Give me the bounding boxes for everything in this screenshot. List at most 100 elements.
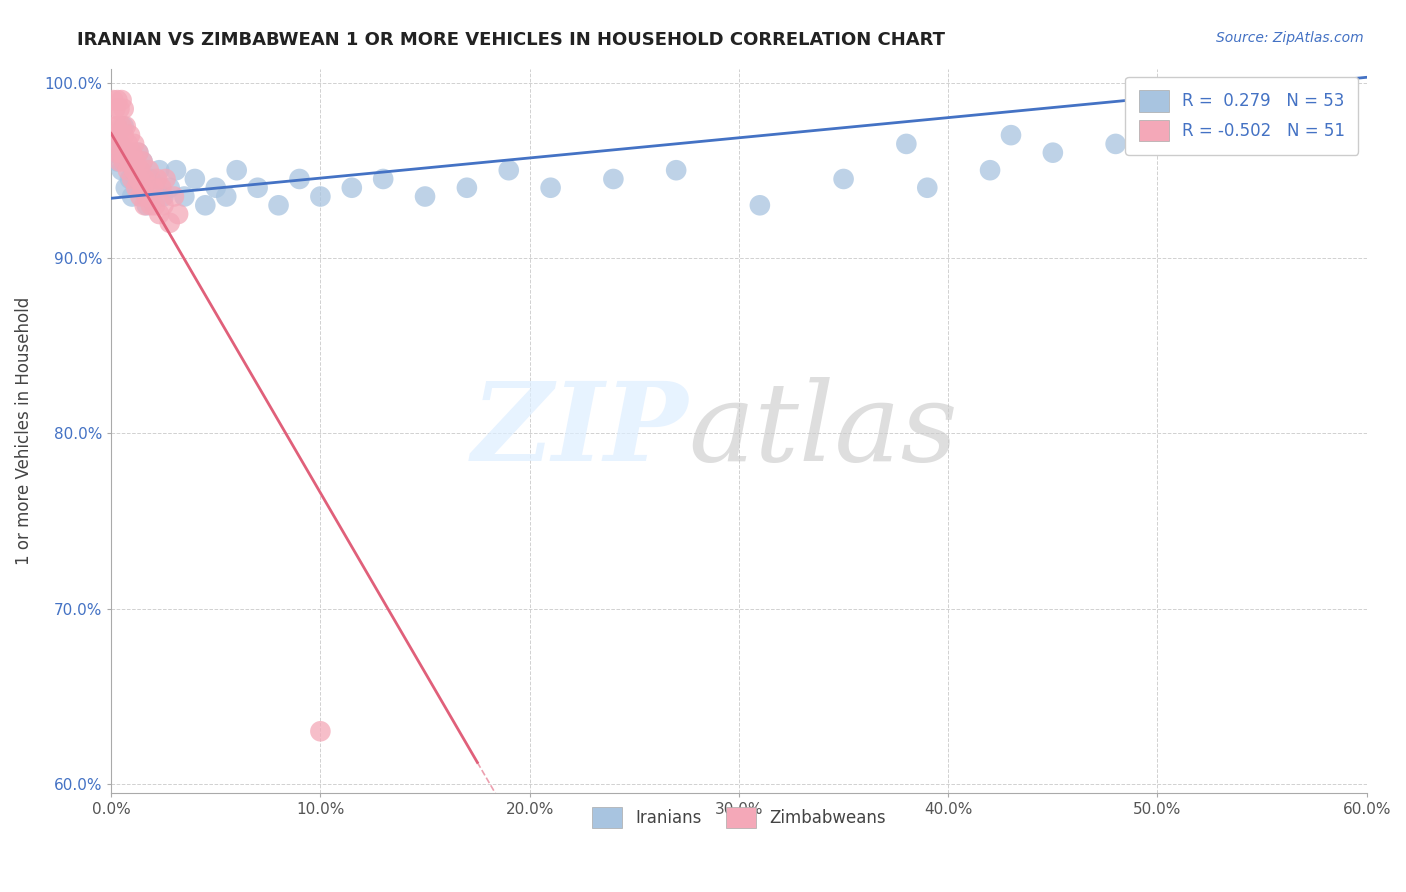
Point bbox=[129, 180, 152, 194]
Point bbox=[979, 163, 1001, 178]
Point bbox=[1042, 145, 1064, 160]
Point bbox=[1000, 128, 1022, 143]
Point bbox=[127, 145, 149, 160]
Point bbox=[134, 172, 156, 186]
Point bbox=[121, 172, 143, 186]
Point bbox=[110, 145, 132, 160]
Point bbox=[104, 128, 127, 143]
Point bbox=[194, 198, 217, 212]
Point bbox=[125, 154, 148, 169]
Point bbox=[107, 120, 129, 134]
Point bbox=[159, 180, 181, 194]
Point bbox=[118, 172, 141, 186]
Point bbox=[148, 207, 170, 221]
Point bbox=[1272, 128, 1295, 143]
Point bbox=[131, 180, 153, 194]
Point bbox=[131, 154, 153, 169]
Point bbox=[142, 180, 165, 194]
Point bbox=[104, 136, 127, 151]
Text: ZIP: ZIP bbox=[472, 376, 689, 484]
Point bbox=[121, 189, 143, 203]
Point bbox=[150, 180, 173, 194]
Point bbox=[184, 172, 207, 186]
Point bbox=[163, 189, 186, 203]
Point bbox=[167, 207, 190, 221]
Point bbox=[159, 216, 181, 230]
Point bbox=[155, 172, 177, 186]
Point bbox=[103, 93, 125, 107]
Point bbox=[896, 136, 918, 151]
Point bbox=[104, 120, 127, 134]
Point bbox=[246, 180, 269, 194]
Point bbox=[112, 154, 135, 169]
Point bbox=[204, 180, 226, 194]
Point bbox=[602, 172, 624, 186]
Point bbox=[1104, 136, 1126, 151]
Text: Source: ZipAtlas.com: Source: ZipAtlas.com bbox=[1216, 31, 1364, 45]
Point bbox=[143, 198, 166, 212]
Point bbox=[103, 128, 125, 143]
Point bbox=[131, 154, 153, 169]
Point bbox=[309, 724, 332, 739]
Point bbox=[225, 163, 247, 178]
Point bbox=[152, 189, 174, 203]
Point bbox=[108, 136, 131, 151]
Point bbox=[288, 172, 311, 186]
Point bbox=[112, 102, 135, 116]
Point bbox=[129, 189, 152, 203]
Point bbox=[121, 145, 143, 160]
Point bbox=[917, 180, 939, 194]
Point bbox=[1230, 111, 1253, 125]
Point bbox=[117, 136, 139, 151]
Point bbox=[118, 154, 141, 169]
Point bbox=[127, 145, 149, 160]
Point bbox=[122, 163, 145, 178]
Point bbox=[114, 180, 136, 194]
Point bbox=[110, 120, 132, 134]
Point bbox=[103, 145, 125, 160]
Point bbox=[110, 163, 132, 178]
Point bbox=[118, 128, 141, 143]
Text: atlas: atlas bbox=[689, 376, 959, 484]
Point bbox=[122, 136, 145, 151]
Point bbox=[173, 189, 195, 203]
Point bbox=[152, 198, 174, 212]
Point bbox=[108, 128, 131, 143]
Point bbox=[107, 154, 129, 169]
Point bbox=[114, 120, 136, 134]
Point bbox=[138, 163, 160, 178]
Point bbox=[139, 172, 162, 186]
Point bbox=[112, 128, 135, 143]
Point bbox=[267, 198, 290, 212]
Point bbox=[110, 93, 132, 107]
Point bbox=[139, 198, 162, 212]
Point bbox=[148, 163, 170, 178]
Point bbox=[340, 180, 363, 194]
Point bbox=[112, 120, 135, 134]
Point bbox=[114, 145, 136, 160]
Point bbox=[146, 172, 169, 186]
Point bbox=[122, 163, 145, 178]
Point bbox=[135, 198, 157, 212]
Legend: Iranians, Zimbabweans: Iranians, Zimbabweans bbox=[585, 800, 893, 835]
Point bbox=[104, 102, 127, 116]
Point bbox=[107, 145, 129, 160]
Point bbox=[665, 163, 688, 178]
Point bbox=[832, 172, 855, 186]
Point bbox=[143, 180, 166, 194]
Text: IRANIAN VS ZIMBABWEAN 1 OR MORE VEHICLES IN HOUSEHOLD CORRELATION CHART: IRANIAN VS ZIMBABWEAN 1 OR MORE VEHICLES… bbox=[77, 31, 945, 49]
Point bbox=[1292, 93, 1315, 107]
Point bbox=[108, 154, 131, 169]
Point bbox=[134, 198, 156, 212]
Point bbox=[215, 189, 238, 203]
Point bbox=[117, 163, 139, 178]
Point bbox=[373, 172, 395, 186]
Point bbox=[1188, 102, 1211, 116]
Point bbox=[107, 93, 129, 107]
Point bbox=[1167, 120, 1189, 134]
Point bbox=[165, 163, 187, 178]
Point bbox=[117, 145, 139, 160]
Point bbox=[127, 172, 149, 186]
Point bbox=[456, 180, 478, 194]
Y-axis label: 1 or more Vehicles in Household: 1 or more Vehicles in Household bbox=[15, 296, 32, 565]
